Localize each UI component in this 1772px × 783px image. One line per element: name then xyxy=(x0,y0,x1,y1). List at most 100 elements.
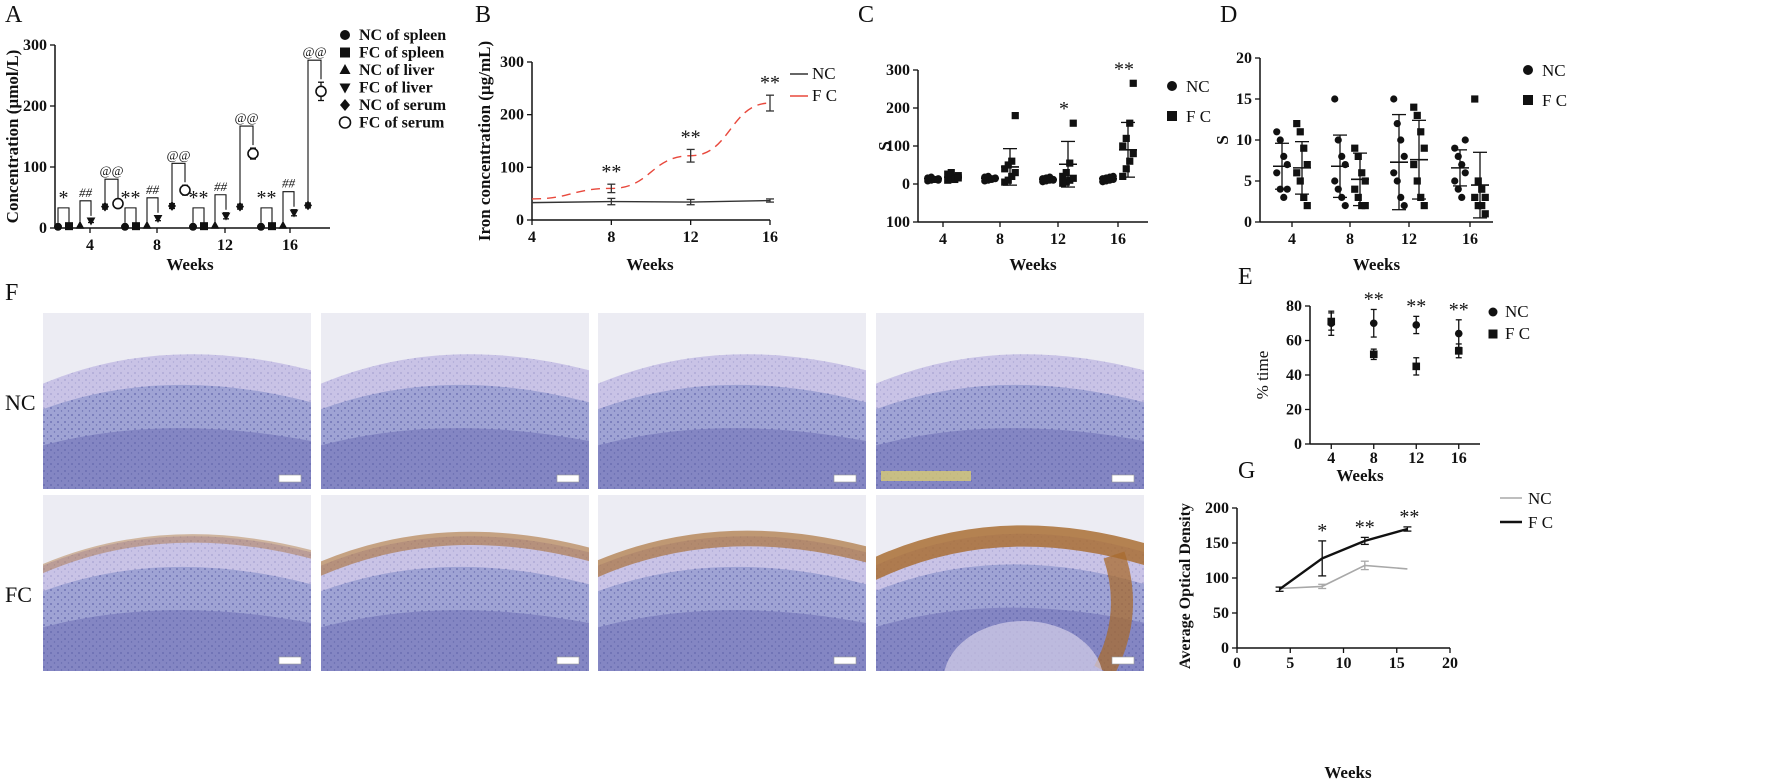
significance-label: @@ xyxy=(100,163,124,178)
significance-label: @@ xyxy=(235,110,259,125)
x-tick-label: 16 xyxy=(282,237,298,254)
data-point-circle xyxy=(934,176,942,184)
data-point-circle xyxy=(257,222,265,231)
panel-letter-a: A xyxy=(5,2,23,28)
legend-marker-circle xyxy=(1523,65,1533,75)
data-point-circle xyxy=(1331,95,1339,103)
data-point-square xyxy=(1129,150,1137,158)
y-tick-label: 0 xyxy=(39,220,47,237)
data-point-square xyxy=(1478,202,1486,210)
data-point-square xyxy=(1122,134,1130,142)
data-point-square xyxy=(1011,112,1019,120)
significance-label: ** xyxy=(1406,295,1426,317)
data-point-triangle-down xyxy=(221,212,231,221)
data-point-circle xyxy=(189,222,197,231)
legend-label: NC xyxy=(812,64,836,83)
legend-marker-circle xyxy=(1488,307,1498,317)
x-axis-title: Weeks xyxy=(1324,763,1372,782)
y-tick-label: 0 xyxy=(902,176,910,193)
data-point-square xyxy=(1059,172,1067,180)
x-tick-label: 12 xyxy=(1050,231,1066,248)
data-point-circle xyxy=(1393,177,1401,185)
section-image xyxy=(598,313,866,489)
significance-label: ## xyxy=(214,179,228,194)
significance-label: ** xyxy=(681,126,701,148)
x-tick-label: 15 xyxy=(1389,655,1405,672)
data-point-square xyxy=(1011,169,1019,177)
y-tick-label: 20 xyxy=(1286,402,1302,419)
data-point-circle xyxy=(1338,193,1346,201)
significance-label: ** xyxy=(601,161,621,183)
data-point-square xyxy=(200,222,208,231)
data-point-square xyxy=(1351,144,1359,152)
legend-marker-triangle-down xyxy=(339,83,351,94)
significance-label: ** xyxy=(189,187,209,209)
data-point-square xyxy=(1454,347,1463,355)
data-point-circle xyxy=(1276,136,1284,144)
legend-label: NC of liver xyxy=(359,62,435,79)
data-point-triangle-up xyxy=(278,220,288,229)
x-axis-title: Weeks xyxy=(626,255,674,274)
legend-label: NC of spleen xyxy=(359,27,446,44)
x-tick-label: 4 xyxy=(1327,450,1335,467)
x-tick-label: 12 xyxy=(1408,450,1424,467)
data-point-diamond xyxy=(168,201,176,211)
data-point-circle xyxy=(1390,169,1398,177)
data-point-circle xyxy=(1400,152,1408,160)
legend-label: F C xyxy=(812,86,837,105)
surface-texture xyxy=(43,354,311,489)
y-tick-label: 300 xyxy=(23,37,47,54)
data-point-circle xyxy=(1283,161,1291,169)
data-point-circle xyxy=(1334,185,1342,193)
section-image xyxy=(43,495,311,671)
data-point-square xyxy=(1126,119,1134,127)
chart-d: 0 5 10 15 20 S 4 8 12 16 Weeks NC F C xyxy=(1213,50,1567,274)
data-point-square xyxy=(1369,350,1378,359)
data-point-circle xyxy=(1451,144,1459,152)
panel-letter-d: D xyxy=(1220,2,1237,28)
significance-label: * xyxy=(59,187,69,209)
legend-marker-circle xyxy=(1167,81,1177,91)
y-tick-label: 40 xyxy=(1286,367,1302,384)
iron-stain-side xyxy=(1094,551,1133,671)
error-bar xyxy=(1403,526,1412,532)
fc-section-3 xyxy=(598,495,866,671)
x-tick-label: 0 xyxy=(1233,655,1241,672)
section-image xyxy=(321,495,589,671)
data-point-circle xyxy=(991,175,999,183)
y-tick-label: 0 xyxy=(1294,436,1302,453)
nc-section-1 xyxy=(43,313,311,489)
significance-bracket xyxy=(146,197,159,222)
data-point-square xyxy=(1471,95,1479,103)
surface-texture xyxy=(876,354,1144,489)
y-tick-label: 100 xyxy=(500,159,524,176)
nc-section-4 xyxy=(876,313,1144,489)
surface-texture xyxy=(321,354,589,489)
data-point-square xyxy=(1300,144,1308,152)
data-point-circle xyxy=(1280,193,1288,201)
significance-label: ** xyxy=(1355,516,1375,538)
error-bar xyxy=(766,94,774,112)
data-point-circle xyxy=(1280,152,1288,160)
data-point-square xyxy=(1410,103,1418,111)
y-tick-label: 300 xyxy=(500,54,524,71)
data-point-triangle-down xyxy=(153,215,163,224)
x-axis-title: Weeks xyxy=(166,255,214,274)
error-bar xyxy=(1275,586,1284,592)
x-tick-label: 12 xyxy=(1401,231,1417,248)
data-point-circle xyxy=(1393,120,1401,128)
error-bar xyxy=(686,148,695,163)
x-tick-label: 16 xyxy=(1462,231,1478,248)
surface-texture xyxy=(598,536,866,671)
data-point-triangle-up xyxy=(210,220,220,229)
data-point-square xyxy=(1119,142,1127,150)
significance-label: ** xyxy=(1399,506,1419,528)
data-point-circle xyxy=(54,222,62,231)
y-tick-label: 100 xyxy=(1205,570,1229,587)
data-point-diamond xyxy=(101,201,109,212)
data-point-square xyxy=(1420,144,1428,152)
data-point-square xyxy=(1126,157,1134,165)
row-label-fc: FC xyxy=(5,582,32,607)
